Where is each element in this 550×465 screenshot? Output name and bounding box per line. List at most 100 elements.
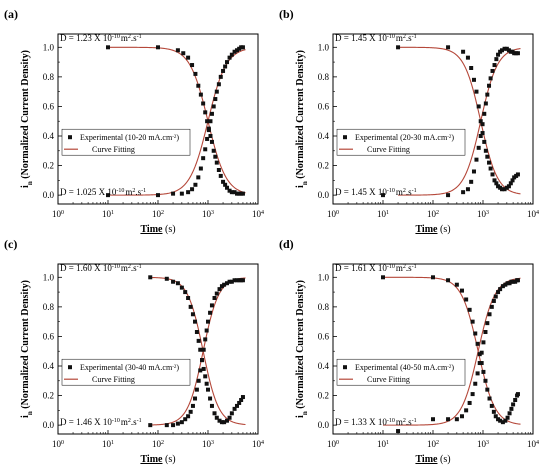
data-point-decay (234, 191, 239, 196)
data-point-decay (446, 278, 451, 283)
data-point-decay (483, 378, 488, 383)
data-point-decay (469, 66, 474, 70)
y-tick-label: 0.8 (43, 72, 55, 82)
data-point-rise (488, 76, 493, 81)
data-point-rise (485, 92, 490, 97)
data-point-rise (464, 408, 469, 413)
data-point-decay (459, 288, 464, 293)
data-point-decay (205, 119, 210, 124)
data-point-decay (227, 415, 232, 420)
data-point-decay (186, 55, 191, 60)
data-point-decay (515, 172, 520, 177)
y-axis-label: in (Normalized Current Density) (20, 50, 34, 188)
data-point-decay (156, 45, 160, 50)
data-point-rise (208, 119, 213, 124)
data-point-rise (208, 310, 213, 315)
data-point-rise (470, 392, 475, 397)
data-point-rise (205, 136, 210, 141)
legend-label-fit: Curve Fitting (92, 375, 135, 384)
data-point-rise (227, 55, 232, 60)
data-point-rise (188, 409, 193, 414)
data-point-rise (232, 278, 237, 283)
data-point-rise (183, 417, 188, 422)
data-point-rise (194, 387, 199, 392)
data-point-decay (106, 45, 110, 50)
data-point-decay (232, 190, 237, 195)
data-point-rise (504, 46, 509, 51)
data-point-rise (471, 169, 476, 174)
data-point-decay (487, 396, 492, 401)
data-point-decay (225, 418, 230, 423)
data-point-decay (239, 398, 244, 402)
data-point-rise (500, 284, 505, 289)
data-point-rise (446, 193, 451, 198)
y-tick-label: 0.0 (318, 420, 330, 430)
x-tick-label: 100 (327, 209, 339, 219)
data-point-decay (488, 166, 493, 171)
data-point-decay (214, 415, 219, 420)
data-point-decay (476, 104, 481, 109)
data-point-rise (225, 60, 230, 65)
data-point-rise (209, 303, 214, 308)
x-tick-label: 100 (327, 439, 339, 449)
data-point-decay (509, 406, 514, 411)
legend-box (336, 358, 466, 386)
data-point-rise (200, 358, 205, 363)
data-point-rise (229, 52, 234, 57)
data-point-rise (476, 145, 481, 150)
data-point-rise (232, 49, 237, 54)
data-point-decay (186, 296, 191, 300)
data-point-decay (446, 45, 451, 50)
x-tick-label: 104 (252, 439, 264, 449)
x-tick-label: 101 (102, 209, 114, 219)
data-point-rise (186, 190, 191, 195)
y-tick-label: 0.6 (43, 101, 55, 111)
data-point-decay (171, 279, 176, 284)
data-point-decay (511, 402, 516, 407)
legend-marker-experimental (343, 135, 347, 140)
data-point-decay (190, 312, 195, 317)
data-point-rise (216, 82, 221, 87)
data-point-decay (237, 400, 242, 405)
fit-curve-rise (150, 277, 246, 426)
data-point-decay (496, 417, 501, 422)
data-point-decay (198, 92, 203, 97)
data-point-decay (474, 89, 479, 94)
legend: Experimental (40-50 mA.cm-2) Curve Fittin… (336, 358, 466, 386)
data-point-rise (206, 319, 210, 324)
data-point-rise (179, 191, 184, 196)
data-point-rise (483, 330, 488, 334)
x-tick-label: 100 (52, 439, 64, 449)
x-tick-label: 104 (527, 209, 539, 219)
panel-label: (a) (4, 7, 18, 21)
legend-box (61, 128, 191, 156)
legend-label-experimental: Experimental (40-50 mA.cm-2) (355, 363, 454, 372)
y-tick-label: 0.6 (43, 331, 55, 341)
legend-label-experimental: Experimental (20-30 mA.cm-2) (355, 133, 454, 142)
diffusion-coefficient-bottom: D = 1.025 X 10-10m2.s-1 (60, 187, 146, 197)
panel-label: (b) (279, 7, 294, 21)
data-point-rise (198, 166, 203, 171)
data-point-decay (508, 181, 513, 186)
y-tick-label: 0.6 (318, 331, 330, 341)
data-point-decay (223, 182, 228, 187)
y-tick-label: 0.2 (318, 391, 329, 401)
x-tick-label: 103 (202, 209, 214, 219)
data-point-rise (491, 298, 496, 303)
x-tick-label: 104 (527, 439, 539, 449)
legend-marker-experimental (343, 365, 347, 370)
legend-box (61, 358, 191, 386)
y-tick-label: 0.2 (43, 161, 54, 171)
legend-label-fit: Curve Fitting (367, 375, 410, 384)
data-point-decay (201, 101, 206, 106)
data-point-decay (507, 411, 512, 416)
data-point-rise (396, 429, 401, 434)
data-point-rise (478, 134, 483, 138)
data-point-decay (505, 415, 510, 420)
data-point-rise (214, 291, 219, 296)
data-point-rise (171, 191, 176, 196)
data-point-rise (201, 156, 206, 161)
data-point-rise (206, 128, 211, 133)
data-point-rise (156, 193, 160, 198)
data-point-rise (240, 45, 245, 50)
